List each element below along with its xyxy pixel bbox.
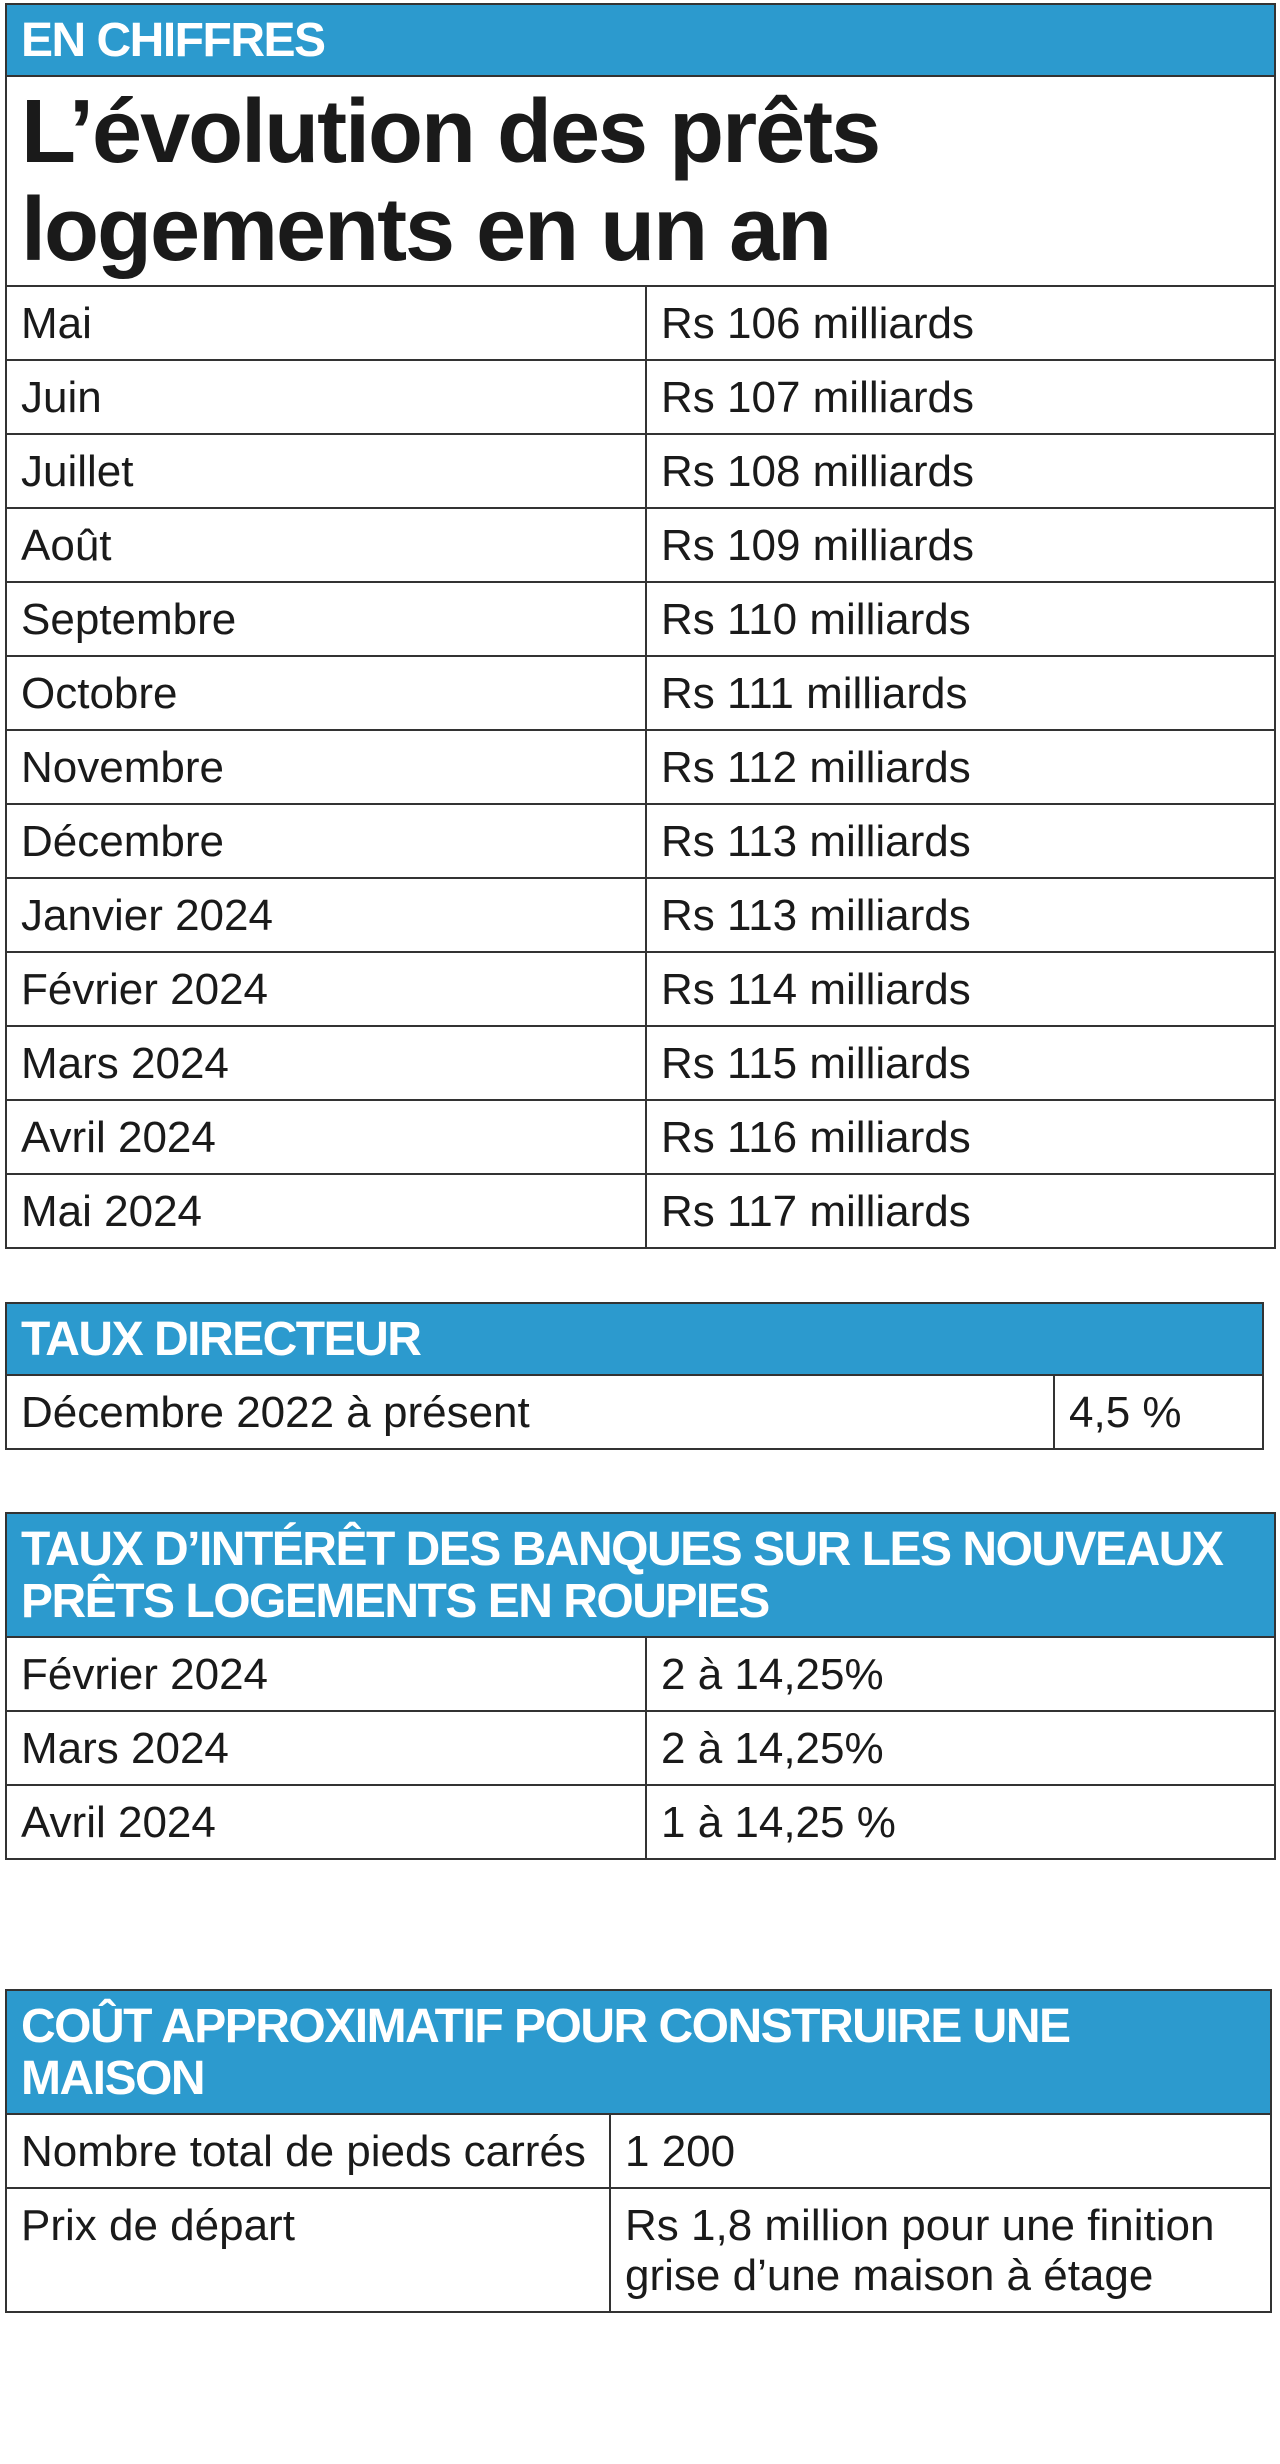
value-cell: Rs 112 milliards [645,731,1274,803]
label-cell: Décembre [21,817,224,866]
table-row: Prix de départ Rs 1,8 million pour une fi… [7,2187,1270,2311]
label-cell: Février 2024 [21,965,269,1014]
section-title: COÛT APPROXIMATIF POUR CONSTRUIRE UNE MA… [7,1991,1270,2115]
label-cell: Août [21,521,112,570]
value-cell: Rs 117 milliards [645,1175,1274,1247]
label-cell: Septembre [21,595,237,644]
label-cell: Mars 2024 [21,1039,229,1088]
main-title: L’évolution des prêts logements en un an [7,77,1274,287]
rows: Février 2024 2 à 14,25% Mars 2024 2 à 14,25… [7,1638,1274,1858]
value-cell: Rs 1,8 million pour une finition grise d… [609,2189,1270,2311]
table-row: Mai 2024 Rs 117 milliards [7,1173,1274,1247]
table-row: Avril 2024 1 à 14,25 % [7,1784,1274,1858]
table-row: Mars 2024 Rs 115 milliards [7,1025,1274,1099]
label-cell: Décembre 2022 à présent [21,1388,530,1437]
label-cell: Janvier 2024 [21,891,273,940]
value-cell: Rs 116 milliards [645,1101,1274,1173]
table-row: Février 2024 2 à 14,25% [7,1638,1274,1710]
label-cell: Mars 2024 [21,1724,229,1773]
value-cell: 2 à 14,25% [645,1638,1274,1710]
value-cell: Rs 106 milliards [645,287,1274,359]
table-row: Octobre Rs 111 milliards [7,655,1274,729]
label-cell: Novembre [21,743,224,792]
value-cell: 1 à 14,25 % [645,1786,1274,1858]
label-cell: Mai [21,299,92,348]
table-row: Janvier 2024 Rs 113 milliards [7,877,1274,951]
table-row: Mai Rs 106 milliards [7,287,1274,359]
value-cell: Rs 113 milliards [645,879,1274,951]
label-cell: Octobre [21,669,178,718]
table-row: Février 2024 Rs 114 milliards [7,951,1274,1025]
table-row: Décembre 2022 à présent 4,5 % [7,1376,1262,1448]
label-cell: Nombre total de pieds carrés [21,2127,586,2176]
rows: Nombre total de pieds carrés 1 200 Prix de… [7,2115,1270,2311]
section-label: EN CHIFFRES [7,5,1274,77]
section-title: TAUX DIRECTEUR [7,1304,1262,1376]
table-row: Mars 2024 2 à 14,25% [7,1710,1274,1784]
label-cell: Juin [21,373,102,422]
value-cell: Rs 113 milliards [645,805,1274,877]
value-cell: 4,5 % [1053,1376,1262,1448]
value-cell: Rs 109 milliards [645,509,1274,581]
value-cell: Rs 115 milliards [645,1027,1274,1099]
table-row: Juin Rs 107 milliards [7,359,1274,433]
table-row: Décembre Rs 113 milliards [7,803,1274,877]
value-cell: Rs 107 milliards [645,361,1274,433]
rows: Décembre 2022 à présent 4,5 % [7,1376,1262,1448]
house-cost-table: COÛT APPROXIMATIF POUR CONSTRUIRE UNE MA… [5,1989,1272,2313]
table-row: Septembre Rs 110 milliards [7,581,1274,655]
policy-rate-table: TAUX DIRECTEUR Décembre 2022 à présent 4,… [5,1302,1264,1450]
rows: Mai Rs 106 milliards Juin Rs 107 milliards J… [7,287,1274,1247]
table-row: Novembre Rs 112 milliards [7,729,1274,803]
table-row: Août Rs 109 milliards [7,507,1274,581]
table-row: Nombre total de pieds carrés 1 200 [7,2115,1270,2187]
value-cell: Rs 108 milliards [645,435,1274,507]
table-row: Avril 2024 Rs 116 milliards [7,1099,1274,1173]
section-title: TAUX D’INTÉRÊT DES BANQUES SUR LES NOUVE… [7,1514,1274,1638]
bank-rates-table: TAUX D’INTÉRÊT DES BANQUES SUR LES NOUVE… [5,1512,1276,1860]
label-cell: Prix de départ [21,2201,295,2250]
table-row: Juillet Rs 108 milliards [7,433,1274,507]
value-cell: 1 200 [609,2115,1270,2187]
value-cell: Rs 111 milliards [645,657,1274,729]
label-cell: Mai 2024 [21,1187,203,1236]
value-cell: Rs 110 milliards [645,583,1274,655]
value-cell: 2 à 14,25% [645,1712,1274,1784]
label-cell: Avril 2024 [21,1113,216,1162]
loans-table: EN CHIFFRES L’évolution des prêts logeme… [5,3,1276,1249]
label-cell: Avril 2024 [21,1798,216,1847]
label-cell: Février 2024 [21,1650,269,1699]
label-cell: Juillet [21,447,134,496]
value-cell: Rs 114 milliards [645,953,1274,1025]
